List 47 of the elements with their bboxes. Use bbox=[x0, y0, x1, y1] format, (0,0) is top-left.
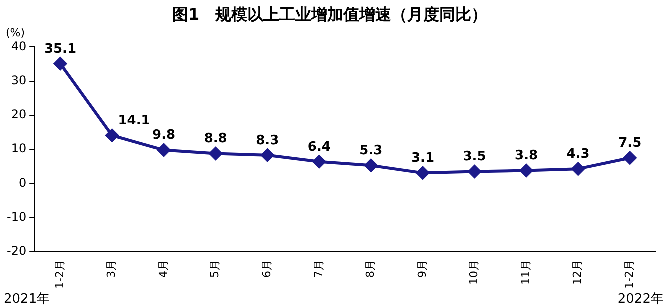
point bbox=[624, 152, 637, 165]
data-label: 8.8 bbox=[204, 132, 228, 147]
x-tick-label: 4月 bbox=[156, 260, 170, 278]
point bbox=[106, 129, 119, 142]
y-tick-label: -20 bbox=[6, 244, 27, 258]
point bbox=[520, 164, 534, 178]
data-label: 3.8 bbox=[515, 148, 538, 164]
text: 2022年 bbox=[618, 292, 664, 307]
point bbox=[54, 57, 67, 70]
data-label: 35.1 bbox=[44, 42, 77, 57]
x-tick-label: 1-2月 bbox=[53, 260, 66, 289]
point bbox=[209, 147, 222, 160]
point bbox=[158, 144, 171, 157]
x-tick-label: 11月 bbox=[519, 260, 532, 286]
chart-title: 图1 规模以上工业增加值增速（月度同比） bbox=[172, 4, 488, 24]
data-label: 14.1 bbox=[118, 113, 150, 128]
y-axis-title: (%) bbox=[6, 26, 26, 40]
point bbox=[468, 165, 482, 178]
y-tick-label: 30 bbox=[11, 73, 27, 88]
y-tick-label: 0 bbox=[18, 176, 27, 190]
y-tick-label: 20 bbox=[11, 108, 27, 122]
point bbox=[364, 159, 378, 172]
x-tick-label: 6月 bbox=[260, 260, 274, 278]
x-tick-label: 8月 bbox=[364, 260, 378, 278]
x-tick-label: 10月 bbox=[468, 260, 481, 286]
data-label: 5.3 bbox=[360, 144, 383, 159]
point bbox=[416, 166, 430, 180]
y-tick-label: -10 bbox=[6, 210, 27, 224]
x-tick-label: 1-2月 bbox=[622, 260, 636, 289]
x-tick-label: 7月 bbox=[312, 260, 326, 278]
data-label: 7.5 bbox=[618, 136, 642, 152]
x-tick-label: 5月 bbox=[208, 260, 222, 278]
text: 2021年 bbox=[4, 292, 50, 307]
x-tick-label: 3月 bbox=[105, 260, 118, 278]
data-label: 8.3 bbox=[256, 133, 280, 148]
data-label: 3.1 bbox=[411, 151, 434, 166]
point bbox=[312, 155, 326, 168]
y-tick-label: 40 bbox=[11, 39, 27, 54]
point bbox=[261, 148, 274, 162]
data-label: 6.4 bbox=[308, 140, 331, 155]
x-tick-label: 12月 bbox=[571, 260, 584, 286]
data-label: 4.3 bbox=[566, 146, 590, 162]
y-tick-label: 10 bbox=[11, 142, 27, 156]
data-label: 3.5 bbox=[463, 150, 486, 165]
data-label: 9.8 bbox=[152, 128, 176, 144]
point bbox=[572, 162, 585, 176]
x-tick-label: 9月 bbox=[416, 260, 429, 278]
